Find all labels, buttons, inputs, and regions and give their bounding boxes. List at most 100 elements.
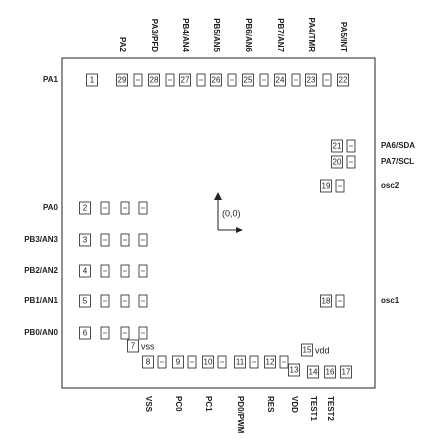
pin-box <box>79 233 91 247</box>
pin-box <box>79 201 91 215</box>
pad-icon <box>100 233 110 247</box>
pin-number: 5 <box>83 297 88 306</box>
pad-icon <box>138 264 148 278</box>
pin-label: VDD <box>290 396 299 413</box>
pin-label: PA2 <box>118 37 127 53</box>
pin-number: 13 <box>290 366 299 375</box>
pad-icon <box>322 73 332 87</box>
pad-icon <box>100 201 110 215</box>
pin-label: PB6/AN6 <box>244 18 253 52</box>
pad-icon <box>187 355 197 369</box>
pad-icon <box>100 326 110 340</box>
pin-number: 27 <box>181 76 190 85</box>
pin-label: PA1 <box>43 75 59 84</box>
pad-icon <box>133 73 143 87</box>
pin-label: VSS <box>144 396 153 413</box>
pin-box <box>337 73 349 87</box>
pin-label: PB1/AN1 <box>24 296 58 305</box>
pin-label: PB4/AN4 <box>181 18 190 52</box>
pin-box <box>116 73 128 87</box>
pad-icon <box>249 355 259 369</box>
pin-box <box>79 326 91 340</box>
pin-box <box>79 264 91 278</box>
pin-box <box>331 139 343 153</box>
origin-arrowhead-x <box>236 227 243 233</box>
pin-label: PA0 <box>43 203 59 212</box>
pin-number: 9 <box>176 358 181 367</box>
pin-label: PA4/TMR <box>307 17 316 52</box>
pin-box <box>210 73 222 87</box>
pin-box <box>288 363 300 377</box>
pin-label: osc1 <box>381 296 400 305</box>
pin-box <box>274 73 286 87</box>
pad-icon <box>291 73 301 87</box>
pin-number: 26 <box>212 76 221 85</box>
pad-icon <box>138 294 148 308</box>
pad-icon <box>259 73 269 87</box>
pad-icon <box>120 201 130 215</box>
pin-box <box>202 355 214 369</box>
pin-label: PA5/INT <box>339 22 348 52</box>
pin-number: 29 <box>118 76 127 85</box>
pin-number: 20 <box>333 158 342 167</box>
pin-number: 21 <box>333 142 342 151</box>
pin-box <box>305 73 317 87</box>
pin-box <box>127 339 139 353</box>
pad-icon <box>335 179 345 193</box>
chip-outline <box>61 57 376 389</box>
pad-icon <box>346 155 356 169</box>
pin-number: 10 <box>204 358 213 367</box>
pin-label: RES <box>266 396 275 413</box>
pin-number: 17 <box>342 368 351 377</box>
inner-label: vss <box>141 341 155 351</box>
pad-icon <box>120 326 130 340</box>
pin-box <box>179 73 191 87</box>
pad-icon <box>196 73 206 87</box>
pin-number: 24 <box>276 76 285 85</box>
pin-label: PA7/SCL <box>381 157 414 166</box>
pad-icon <box>138 201 148 215</box>
pad-icon <box>138 326 148 340</box>
pin-box <box>142 355 154 369</box>
pad-icon <box>120 294 130 308</box>
pin-box <box>242 73 254 87</box>
pad-icon <box>138 233 148 247</box>
pad-icon <box>100 264 110 278</box>
pin-number: 23 <box>307 76 316 85</box>
pin-number: 28 <box>150 76 159 85</box>
pad-icon <box>165 73 175 87</box>
pin-number: 6 <box>83 329 88 338</box>
origin-label: (0,0) <box>222 208 241 218</box>
origin-arrowhead-y <box>214 192 222 200</box>
pin-box <box>324 365 336 379</box>
pad-icon <box>335 294 345 308</box>
pin-number: 16 <box>326 368 335 377</box>
pin-number: 8 <box>146 358 151 367</box>
pin-label: osc2 <box>381 181 400 190</box>
pad-icon <box>279 355 289 369</box>
pad-icon <box>100 294 110 308</box>
pin-number: 11 <box>236 358 245 367</box>
pad-icon <box>157 355 167 369</box>
pin-label: PD0/PWM <box>236 396 245 434</box>
pin-box <box>79 294 91 308</box>
pin-number: 15 <box>303 346 312 355</box>
pin-box <box>148 73 160 87</box>
pin-number: 14 <box>309 368 318 377</box>
pin-box <box>320 179 332 193</box>
pin-label: PA3/PFD <box>150 19 159 52</box>
pin-label: PA6/SDA <box>381 141 415 150</box>
pin-label: TEST1 <box>309 396 318 421</box>
pin-number: 18 <box>322 297 331 306</box>
pin-box <box>301 343 313 357</box>
pin-box <box>264 355 276 369</box>
pad-icon <box>120 264 130 278</box>
pin-label: PB0/AN0 <box>24 328 58 337</box>
pin-number: 25 <box>244 76 253 85</box>
pin-number: 22 <box>339 76 348 85</box>
pad-icon <box>227 73 237 87</box>
pin-label: PB5/AN5 <box>212 18 221 52</box>
pin-number: 7 <box>131 342 136 351</box>
pin-label: PB3/AN3 <box>24 235 58 244</box>
